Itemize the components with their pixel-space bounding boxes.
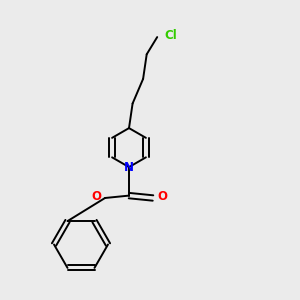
Text: O: O [91,190,101,203]
Text: N: N [124,161,134,174]
Text: Cl: Cl [164,29,177,42]
Text: O: O [157,190,167,203]
